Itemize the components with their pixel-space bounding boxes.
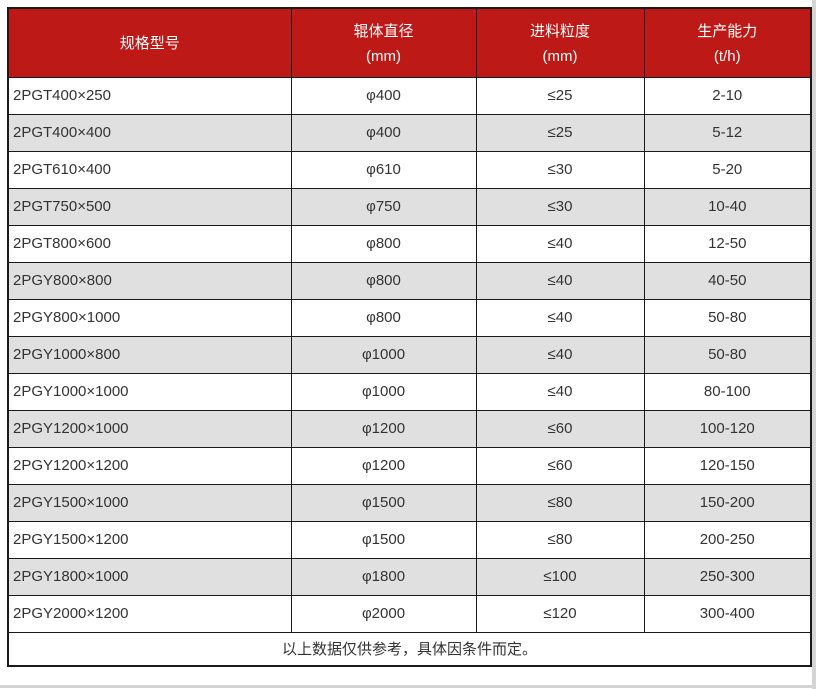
spec-model-cell: 2PGY1200×1000 <box>7 409 292 448</box>
table-row: 2PGT800×600 φ800 ≤40 12-50 <box>7 224 812 263</box>
feed-size-cell: ≤60 <box>475 446 645 485</box>
footer-note: 以上数据仅供参考，具体因条件而定。 <box>7 631 812 667</box>
table-footer: 以上数据仅供参考，具体因条件而定。 <box>7 631 812 667</box>
table-row: 2PGT400×250 φ400 ≤25 2-10 <box>7 76 812 115</box>
column-header-capacity-unit: (t/h) <box>713 48 741 66</box>
feed-size-cell: ≤40 <box>475 224 645 263</box>
capacity-cell: 10-40 <box>643 187 812 226</box>
roller-diameter-cell: φ1200 <box>290 409 477 448</box>
column-header-model: 规格型号 <box>7 7 292 78</box>
roller-diameter-cell: φ800 <box>290 298 477 337</box>
column-header-roller-diameter-unit: (mm) <box>366 48 401 66</box>
column-header-roller-diameter-label: 辊体直径 <box>353 23 414 41</box>
capacity-cell: 120-150 <box>643 446 812 485</box>
footer-row: 以上数据仅供参考，具体因条件而定。 <box>7 631 812 667</box>
spec-model-cell: 2PGY800×1000 <box>7 298 292 337</box>
roller-diameter-cell: φ1500 <box>290 520 477 559</box>
spec-model-cell: 2PGT800×600 <box>7 224 292 263</box>
spec-model-cell: 2PGY1500×1000 <box>7 483 292 522</box>
table-row: 2PGY1500×1200 φ1500 ≤80 200-250 <box>7 520 812 559</box>
roller-diameter-cell: φ1800 <box>290 557 477 596</box>
table-body: 2PGT400×250 φ400 ≤25 2-10 2PGT400×400 φ400 ≤25… <box>7 76 812 633</box>
capacity-cell: 12-50 <box>643 224 812 263</box>
table-row: 2PGY1200×1000 φ1200 ≤60 100-120 <box>7 409 812 448</box>
specs-table: 规格型号 辊体直径 (mm) 进料粒度 (mm) 生产能力 (t/h) 2PGT… <box>7 7 812 667</box>
capacity-cell: 5-12 <box>643 113 812 152</box>
roller-diameter-cell: φ750 <box>290 187 477 226</box>
column-header-model-label: 规格型号 <box>119 35 180 53</box>
table-row: 2PGY1800×1000 φ1800 ≤100 250-300 <box>7 557 812 596</box>
table-row: 2PGY2000×1200 φ2000 ≤120 300-400 <box>7 594 812 633</box>
table-row: 2PGY1000×800 φ1000 ≤40 50-80 <box>7 335 812 374</box>
spec-model-cell: 2PGT400×250 <box>7 76 292 115</box>
feed-size-cell: ≤30 <box>475 150 645 189</box>
roller-diameter-cell: φ400 <box>290 113 477 152</box>
capacity-cell: 2-10 <box>643 76 812 115</box>
spec-model-cell: 2PGT400×400 <box>7 113 292 152</box>
feed-size-cell: ≤25 <box>475 113 645 152</box>
column-header-roller-diameter: 辊体直径 (mm) <box>290 7 477 78</box>
roller-diameter-cell: φ1200 <box>290 446 477 485</box>
capacity-cell: 200-250 <box>643 520 812 559</box>
feed-size-cell: ≤40 <box>475 335 645 374</box>
feed-size-cell: ≤120 <box>475 594 645 633</box>
feed-size-cell: ≤80 <box>475 520 645 559</box>
table-row: 2PGY800×1000 φ800 ≤40 50-80 <box>7 298 812 337</box>
spec-model-cell: 2PGT610×400 <box>7 150 292 189</box>
capacity-cell: 50-80 <box>643 335 812 374</box>
roller-diameter-cell: φ610 <box>290 150 477 189</box>
column-header-feed-size-unit: (mm) <box>542 48 578 66</box>
table-row: 2PGY1500×1000 φ1500 ≤80 150-200 <box>7 483 812 522</box>
roller-diameter-cell: φ800 <box>290 261 477 300</box>
feed-size-cell: ≤40 <box>475 261 645 300</box>
feed-size-cell: ≤80 <box>475 483 645 522</box>
capacity-cell: 250-300 <box>643 557 812 596</box>
feed-size-cell: ≤25 <box>475 76 645 115</box>
table-row: 2PGY1200×1200 φ1200 ≤60 120-150 <box>7 446 812 485</box>
page-edge-bottom <box>0 685 816 688</box>
column-header-capacity-label: 生产能力 <box>697 23 758 41</box>
spec-model-cell: 2PGT750×500 <box>7 187 292 226</box>
spec-model-cell: 2PGY1200×1200 <box>7 446 292 485</box>
spec-model-cell: 2PGY1500×1200 <box>7 520 292 559</box>
spec-model-cell: 2PGY2000×1200 <box>7 594 292 633</box>
capacity-cell: 150-200 <box>643 483 812 522</box>
column-header-feed-size-label: 进料粒度 <box>529 23 590 41</box>
feed-size-cell: ≤40 <box>475 298 645 337</box>
roller-diameter-cell: φ1000 <box>290 335 477 374</box>
spec-model-cell: 2PGY1000×1000 <box>7 372 292 411</box>
feed-size-cell: ≤60 <box>475 409 645 448</box>
page-edge-right <box>812 0 816 689</box>
table-row: 2PGY800×800 φ800 ≤40 40-50 <box>7 261 812 300</box>
column-header-capacity: 生产能力 (t/h) <box>643 7 812 78</box>
table-row: 2PGY1000×1000 φ1000 ≤40 80-100 <box>7 372 812 411</box>
table-row: 2PGT750×500 φ750 ≤30 10-40 <box>7 187 812 226</box>
roller-diameter-cell: φ1000 <box>290 372 477 411</box>
column-header-feed-size: 进料粒度 (mm) <box>475 7 645 78</box>
capacity-cell: 100-120 <box>643 409 812 448</box>
header-row: 规格型号 辊体直径 (mm) 进料粒度 (mm) 生产能力 (t/h) <box>7 7 812 78</box>
roller-diameter-cell: φ400 <box>290 76 477 115</box>
table-row: 2PGT400×400 φ400 ≤25 5-12 <box>7 113 812 152</box>
table-header: 规格型号 辊体直径 (mm) 进料粒度 (mm) 生产能力 (t/h) <box>7 7 812 78</box>
roller-diameter-cell: φ2000 <box>290 594 477 633</box>
table-row: 2PGT610×400 φ610 ≤30 5-20 <box>7 150 812 189</box>
spec-model-cell: 2PGY1800×1000 <box>7 557 292 596</box>
roller-diameter-cell: φ1500 <box>290 483 477 522</box>
capacity-cell: 300-400 <box>643 594 812 633</box>
capacity-cell: 40-50 <box>643 261 812 300</box>
capacity-cell: 50-80 <box>643 298 812 337</box>
roller-diameter-cell: φ800 <box>290 224 477 263</box>
capacity-cell: 5-20 <box>643 150 812 189</box>
spec-model-cell: 2PGY1000×800 <box>7 335 292 374</box>
feed-size-cell: ≤40 <box>475 372 645 411</box>
feed-size-cell: ≤100 <box>475 557 645 596</box>
feed-size-cell: ≤30 <box>475 187 645 226</box>
capacity-cell: 80-100 <box>643 372 812 411</box>
spec-model-cell: 2PGY800×800 <box>7 261 292 300</box>
